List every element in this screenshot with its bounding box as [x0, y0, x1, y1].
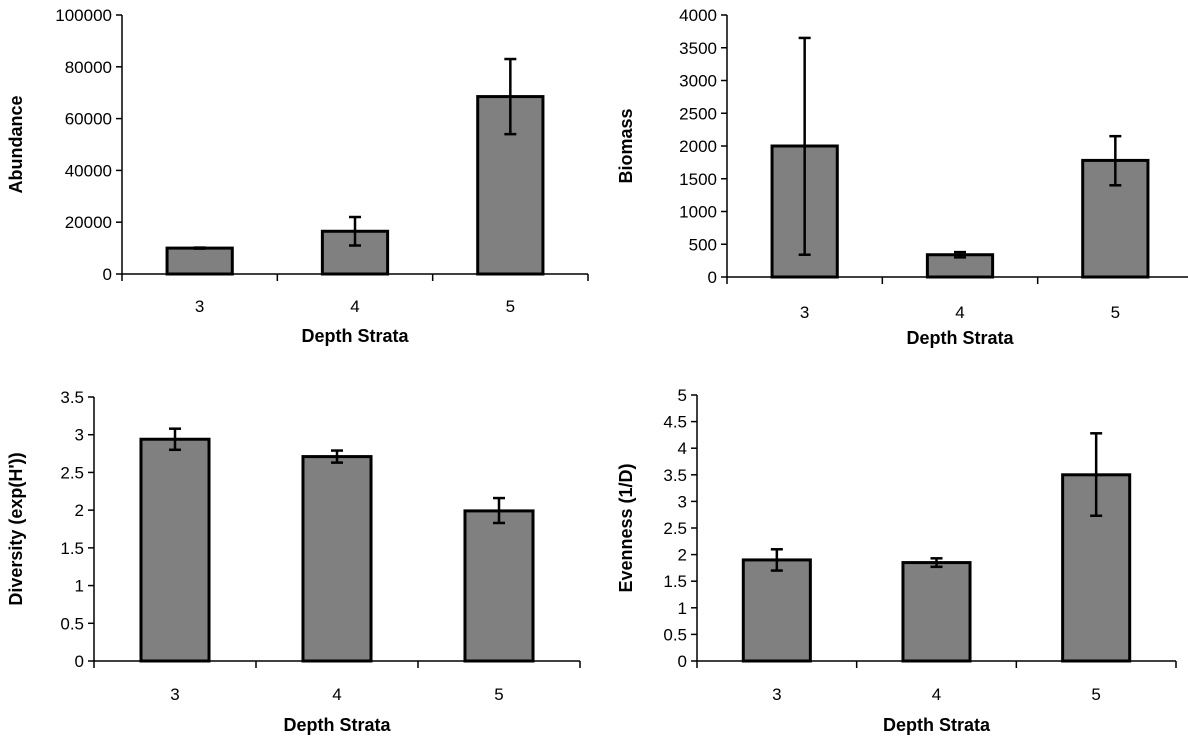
- chart-evenness: 0 0.5 1 1.5 2 2.5 3 3.5 4 4.5 5 3 4 5 Depth Strata Even…: [616, 386, 1177, 735]
- y-tick-label-evenness: 1: [678, 599, 687, 618]
- y-tick-label-evenness: 4: [678, 439, 687, 458]
- error-bar-evenness-5: [1090, 432, 1103, 518]
- bar-diversity-3: [139, 437, 211, 663]
- x-tick-label-abundance: 3: [195, 297, 204, 316]
- y-tick-label-biomass: 0: [708, 268, 717, 287]
- x-tick-label-evenness: 3: [772, 685, 781, 704]
- y-tick-label-evenness: 2.5: [663, 519, 687, 538]
- y-tick-label-abundance: 100000: [55, 6, 112, 25]
- x-tick-label-diversity: 5: [494, 685, 503, 704]
- y-tick-label-diversity: 0.5: [60, 614, 84, 633]
- y-tick-label-biomass: 2000: [679, 137, 717, 156]
- x-axis-title-diversity: Depth Strata: [283, 715, 391, 735]
- x-axis-title-evenness: Depth Strata: [883, 715, 991, 735]
- y-tick-label-diversity: 2: [75, 501, 84, 520]
- y-tick-label-biomass: 3000: [679, 72, 717, 91]
- x-tick-label-biomass: 5: [1111, 303, 1120, 322]
- y-axis-title-diversity: Diversity (exp(H')): [6, 452, 26, 605]
- y-tick-label-evenness: 3: [678, 492, 687, 511]
- y-tick-label-abundance: 20000: [65, 213, 112, 232]
- error-bar-diversity-4: [331, 449, 343, 464]
- error-bar-biomass-3: [798, 36, 811, 256]
- bar-evenness-3: [741, 558, 812, 663]
- y-tick-label-abundance: 0: [103, 265, 112, 284]
- y-tick-label-abundance: 40000: [65, 161, 112, 180]
- y-tick-label-evenness: 2: [678, 546, 687, 565]
- y-tick-label-diversity: 3: [75, 426, 84, 445]
- y-tick-label-biomass: 3500: [679, 39, 717, 58]
- error-bar-biomass-4: [954, 250, 966, 259]
- y-tick-label-evenness: 0.5: [663, 625, 687, 644]
- y-tick-label-diversity: 3.5: [60, 388, 84, 407]
- y-tick-label-biomass: 2500: [679, 104, 717, 123]
- y-tick-label-evenness: 4.5: [663, 413, 687, 432]
- bar-diversity-5: [463, 509, 535, 663]
- error-bar-abundance-3: [193, 246, 206, 250]
- chart-diversity: 0 0.5 1 1.5 2 2.5 3 3.5 3 4 5 Depth Strata Diversity…: [6, 388, 581, 735]
- y-tick-label-evenness: 1.5: [663, 572, 687, 591]
- bar-evenness-4: [901, 561, 972, 663]
- error-bar-abundance-4: [349, 215, 361, 247]
- y-tick-label-biomass: 500: [689, 235, 717, 254]
- x-tick-label-evenness: 5: [1091, 685, 1100, 704]
- x-tick-label-biomass: 3: [800, 303, 809, 322]
- y-tick-label-diversity: 1.5: [60, 539, 84, 558]
- bar-abundance-3: [165, 246, 234, 276]
- error-bar-evenness-3: [770, 548, 783, 572]
- y-tick-label-evenness: 3.5: [663, 466, 687, 485]
- y-tick-label-diversity: 0: [75, 652, 84, 671]
- y-tick-label-biomass: 1500: [679, 170, 717, 189]
- x-tick-label-diversity: 3: [170, 685, 179, 704]
- y-axis-title-biomass: Biomass: [616, 108, 636, 183]
- y-axis-title-evenness: Evenness (1/D): [616, 463, 636, 592]
- error-bar-diversity-3: [169, 427, 181, 452]
- x-tick-label-biomass: 4: [955, 303, 964, 322]
- x-tick-label-evenness: 4: [932, 685, 941, 704]
- error-bar-biomass-5: [1109, 134, 1122, 187]
- chart-abundance: 0 20000 40000 60000 80000 100000 3 4 5 Depth Stra…: [6, 6, 589, 346]
- y-tick-label-abundance: 60000: [65, 110, 112, 129]
- error-bar-diversity-5: [493, 496, 505, 525]
- x-tick-label-diversity: 4: [332, 685, 341, 704]
- bar-evenness-5: [1061, 473, 1132, 663]
- x-axis-title-biomass: Depth Strata: [906, 328, 1014, 348]
- y-tick-label-biomass: 1000: [679, 203, 717, 222]
- error-bar-abundance-5: [504, 57, 517, 136]
- chart-biomass: 0 500 1000 1500 2000 2500 3000 3500 4000 3 4 5 Depth…: [616, 6, 1188, 348]
- y-tick-label-evenness: 0: [678, 652, 687, 671]
- y-tick-label-evenness: 5: [678, 386, 687, 405]
- y-tick-label-abundance: 80000: [65, 58, 112, 77]
- y-tick-label-diversity: 2.5: [60, 463, 84, 482]
- x-tick-label-abundance: 5: [506, 297, 515, 316]
- y-tick-label-biomass: 4000: [679, 6, 717, 25]
- error-bar-evenness-4: [930, 557, 943, 569]
- y-tick-label-diversity: 1: [75, 577, 84, 596]
- x-axis-title-abundance: Depth Strata: [301, 326, 409, 346]
- bar-diversity-4: [301, 455, 373, 663]
- x-tick-label-abundance: 4: [350, 297, 359, 316]
- y-axis-title-abundance: Abundance: [6, 95, 26, 193]
